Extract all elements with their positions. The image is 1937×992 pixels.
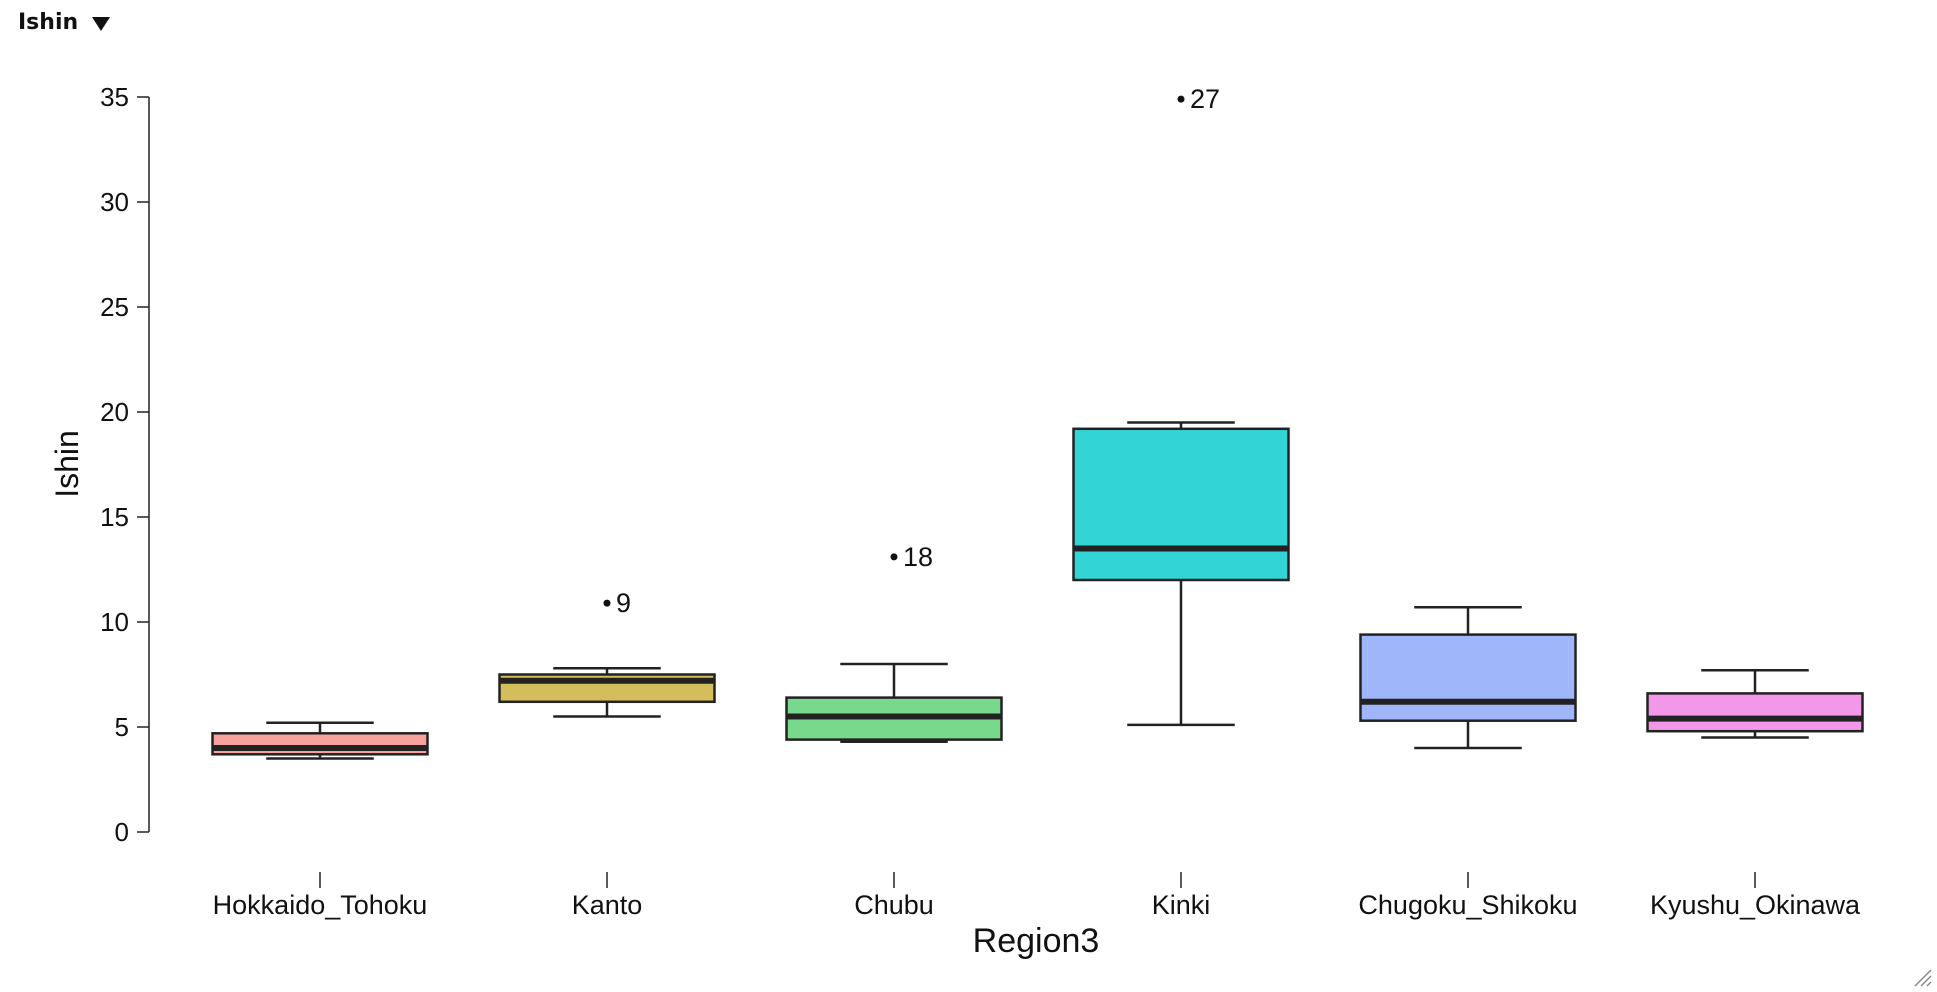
x-tick-label: Kyushu_Okinawa xyxy=(1650,890,1861,920)
y-tick-label: 5 xyxy=(115,712,129,742)
y-tick-label: 25 xyxy=(100,292,129,322)
y-tick-label: 15 xyxy=(100,502,129,532)
y-axis-title: Ishin xyxy=(49,430,85,498)
outlier-point xyxy=(1177,95,1185,103)
y-tick-label: 10 xyxy=(100,607,129,637)
outlier-label: 18 xyxy=(903,542,933,572)
variable-selector[interactable]: Ishin xyxy=(18,10,111,35)
outlier-point xyxy=(890,553,898,561)
outlier-label: 27 xyxy=(1190,84,1220,114)
y-tick-label: 20 xyxy=(100,397,129,427)
x-tick-label: Kanto xyxy=(572,890,643,920)
x-axis-title: Region3 xyxy=(973,922,1100,960)
y-tick-label: 30 xyxy=(100,187,129,217)
y-tick-label: 35 xyxy=(100,82,129,112)
outlier-point xyxy=(603,599,611,607)
x-tick-label: Chubu xyxy=(854,890,934,920)
x-tick-label: Chugoku_Shikoku xyxy=(1358,890,1577,920)
y-tick-label: 0 xyxy=(115,817,129,847)
outlier-label: 9 xyxy=(616,588,631,618)
box xyxy=(211,732,429,756)
variable-title: Ishin xyxy=(18,10,79,35)
x-tick-label: Hokkaido_Tohoku xyxy=(213,890,428,920)
box xyxy=(1072,427,1290,582)
caret-down-icon[interactable] xyxy=(92,16,111,31)
x-tick-label: Kinki xyxy=(1152,890,1211,920)
box xyxy=(1359,633,1577,722)
box xyxy=(1646,692,1864,733)
resize-grip-icon[interactable] xyxy=(1911,966,1933,988)
